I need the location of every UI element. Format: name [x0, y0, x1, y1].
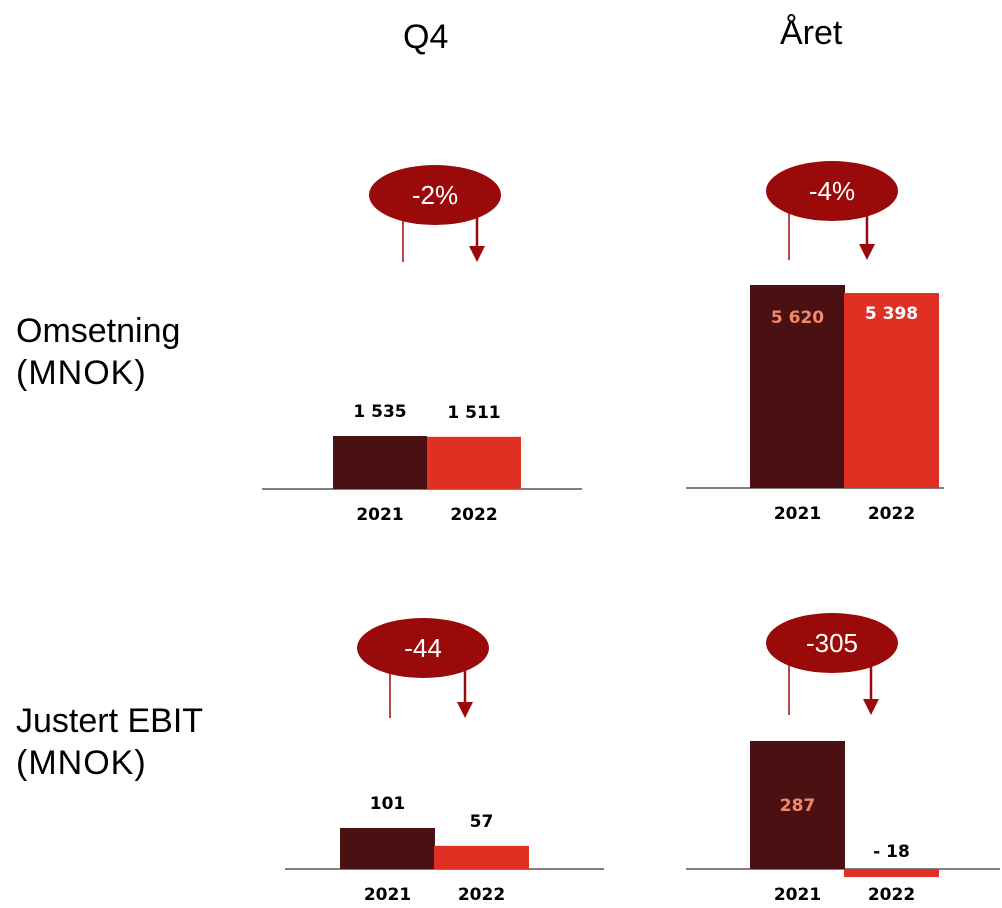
- data-label: 5 398: [865, 304, 918, 324]
- data-label: 101: [370, 794, 406, 814]
- bar-2022: [844, 293, 939, 488]
- arrow-down-icon: [859, 244, 875, 260]
- change-label: -44: [404, 633, 442, 663]
- bar-2021: [333, 436, 427, 489]
- row-title: Justert EBIT: [16, 702, 204, 740]
- x-tick-label: 2022: [868, 885, 915, 905]
- data-label: 287: [780, 796, 816, 816]
- bar-2022: [427, 436, 521, 489]
- row-unit: (MNOK): [16, 354, 147, 392]
- change-bubble: [766, 161, 898, 221]
- change-label: -305: [806, 628, 858, 658]
- change-bubble: [369, 165, 501, 225]
- data-label: 1 511: [447, 403, 500, 423]
- change-label: -4%: [809, 176, 855, 206]
- data-label: 57: [470, 812, 494, 832]
- row-label-justert-ebit: Justert EBIT (MNOK): [16, 700, 203, 784]
- data-label: 1 535: [353, 402, 406, 422]
- x-tick-label: 2022: [868, 504, 915, 524]
- row-unit: (MNOK): [16, 744, 147, 782]
- bar-2022: [844, 869, 939, 878]
- bar-2021: [750, 285, 845, 488]
- arrow-down-icon: [457, 702, 473, 718]
- bar-2022: [434, 845, 529, 869]
- column-header-year: Året: [780, 14, 843, 52]
- x-tick-label: 2022: [458, 885, 505, 905]
- x-tick-label: 2021: [774, 885, 821, 905]
- x-tick-label: 2022: [450, 505, 497, 525]
- row-title: Omsetning: [16, 312, 181, 350]
- column-header-q4: Q4: [403, 18, 449, 56]
- arrow-down-icon: [469, 246, 485, 262]
- x-tick-label: 2021: [774, 504, 821, 524]
- change-bubble: [357, 618, 489, 678]
- bar-2021: [750, 741, 845, 869]
- change-bubble: [766, 613, 898, 673]
- arrow-down-icon: [863, 699, 879, 715]
- data-label: 5 620: [771, 308, 824, 328]
- data-label: - 18: [873, 842, 910, 862]
- bar-2021: [340, 828, 435, 869]
- change-label: -2%: [412, 180, 458, 210]
- x-tick-label: 2021: [364, 885, 411, 905]
- row-label-omsetning: Omsetning (MNOK): [16, 310, 180, 394]
- x-tick-label: 2021: [356, 505, 403, 525]
